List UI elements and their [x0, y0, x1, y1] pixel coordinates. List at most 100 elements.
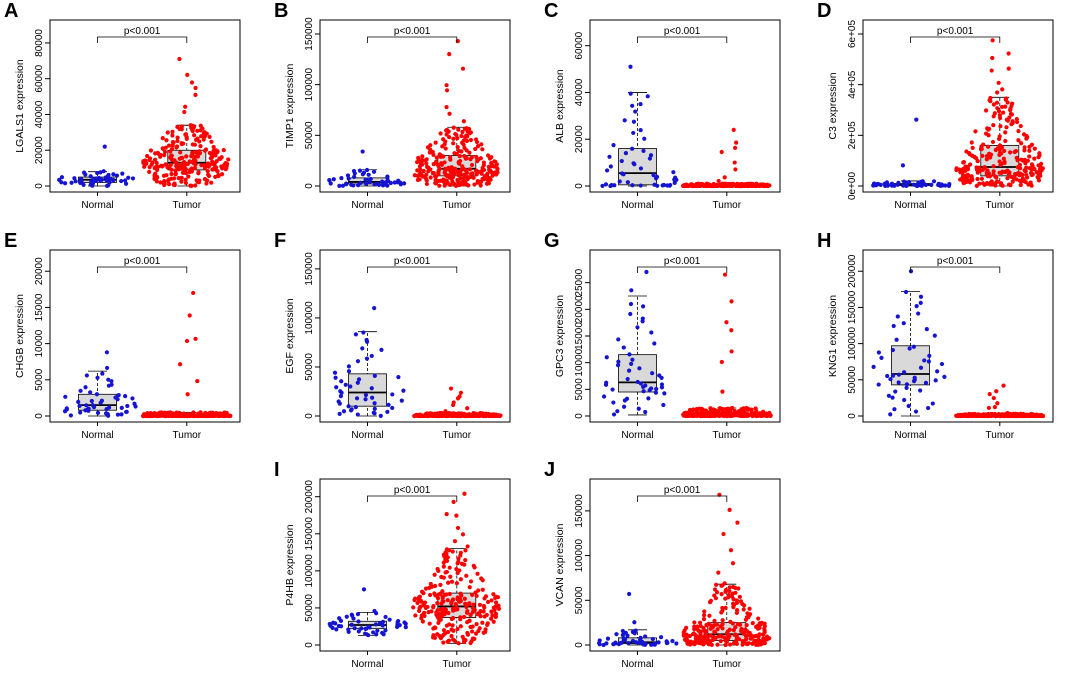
data-point — [765, 182, 770, 187]
data-point — [363, 392, 369, 398]
panel-letter: B — [274, 0, 288, 22]
data-point — [1022, 157, 1027, 162]
data-point — [629, 361, 634, 367]
data-point — [1027, 148, 1032, 153]
data-point — [654, 174, 660, 179]
data-point — [753, 406, 758, 411]
data-point — [720, 621, 725, 627]
x-tick-label: Normal — [621, 659, 653, 670]
data-point — [368, 176, 373, 182]
data-point — [202, 130, 207, 135]
data-point — [443, 146, 448, 151]
data-point — [991, 172, 996, 177]
data-point — [896, 380, 901, 385]
data-point — [924, 327, 929, 332]
significance-bracket — [367, 495, 458, 502]
data-point — [960, 173, 966, 178]
data-point — [453, 166, 458, 171]
data-point — [179, 124, 185, 129]
data-point — [331, 177, 336, 182]
data-point — [467, 167, 473, 172]
data-point — [331, 620, 336, 625]
data-point — [712, 629, 717, 634]
data-point — [886, 393, 891, 398]
data-point — [481, 160, 487, 165]
data-point — [985, 126, 990, 131]
data-point — [424, 172, 429, 177]
data-point — [706, 621, 711, 626]
data-point — [620, 628, 625, 634]
data-point — [183, 180, 188, 186]
data-point — [728, 548, 734, 553]
data-point — [732, 408, 737, 414]
data-point — [656, 640, 661, 645]
data-point — [120, 171, 125, 176]
data-point — [402, 181, 407, 186]
data-point — [461, 138, 466, 143]
data-point — [911, 182, 917, 187]
y-axis-label: VCAN expression — [554, 523, 566, 606]
data-point — [163, 145, 168, 150]
data-point — [386, 402, 391, 407]
data-point — [684, 636, 689, 641]
significance-bracket — [637, 36, 728, 43]
data-point — [731, 601, 736, 606]
data-point — [477, 602, 482, 607]
data-point — [1013, 149, 1019, 154]
data-point — [638, 101, 643, 107]
data-point — [441, 177, 446, 182]
data-point — [687, 633, 692, 639]
data-point — [621, 404, 627, 409]
data-point — [963, 412, 968, 417]
data-point — [439, 161, 444, 166]
data-point — [145, 153, 150, 159]
y-tick-label: 150000 — [304, 517, 315, 551]
data-point — [966, 411, 972, 417]
data-point — [1018, 182, 1023, 188]
data-point — [213, 164, 218, 170]
data-point — [372, 182, 377, 187]
data-point — [460, 129, 465, 135]
y-tick-label: 80000 — [34, 29, 45, 57]
data-point — [198, 410, 203, 415]
data-point — [474, 622, 479, 627]
data-point — [470, 624, 475, 629]
data-point — [202, 177, 208, 182]
significance-bracket — [637, 266, 728, 273]
data-point — [447, 591, 452, 597]
data-point — [906, 403, 911, 409]
data-point — [916, 311, 921, 316]
data-point — [471, 563, 476, 568]
data-point — [372, 373, 377, 378]
data-point — [90, 402, 95, 408]
data-point — [1007, 115, 1012, 120]
data-point — [355, 359, 361, 364]
data-point — [989, 179, 994, 184]
data-point — [638, 183, 643, 188]
data-point — [467, 585, 472, 590]
data-point — [963, 164, 968, 169]
data-point — [352, 174, 357, 180]
data-point — [987, 391, 992, 397]
data-point — [454, 567, 459, 572]
data-point — [145, 411, 150, 416]
data-point — [645, 94, 650, 99]
data-point — [84, 403, 89, 408]
data-point — [348, 384, 353, 389]
data-point — [895, 314, 900, 319]
y-tick-label: 50000 — [574, 586, 585, 614]
data-point — [159, 163, 164, 168]
data-point — [649, 330, 654, 335]
data-point — [1004, 96, 1009, 101]
data-point — [1001, 383, 1006, 388]
data-point — [997, 159, 1002, 164]
data-point — [468, 579, 474, 584]
data-point — [480, 620, 485, 625]
p-value-label: p<0.001 — [124, 26, 161, 37]
panel-h: H 0 50000 100000 150000 200000 KNG1 expression… — [817, 230, 1054, 441]
data-point — [1016, 171, 1021, 176]
data-point — [371, 410, 376, 415]
data-point — [476, 588, 481, 593]
y-tick-label: 50000 — [304, 594, 315, 622]
data-point — [1005, 411, 1010, 416]
